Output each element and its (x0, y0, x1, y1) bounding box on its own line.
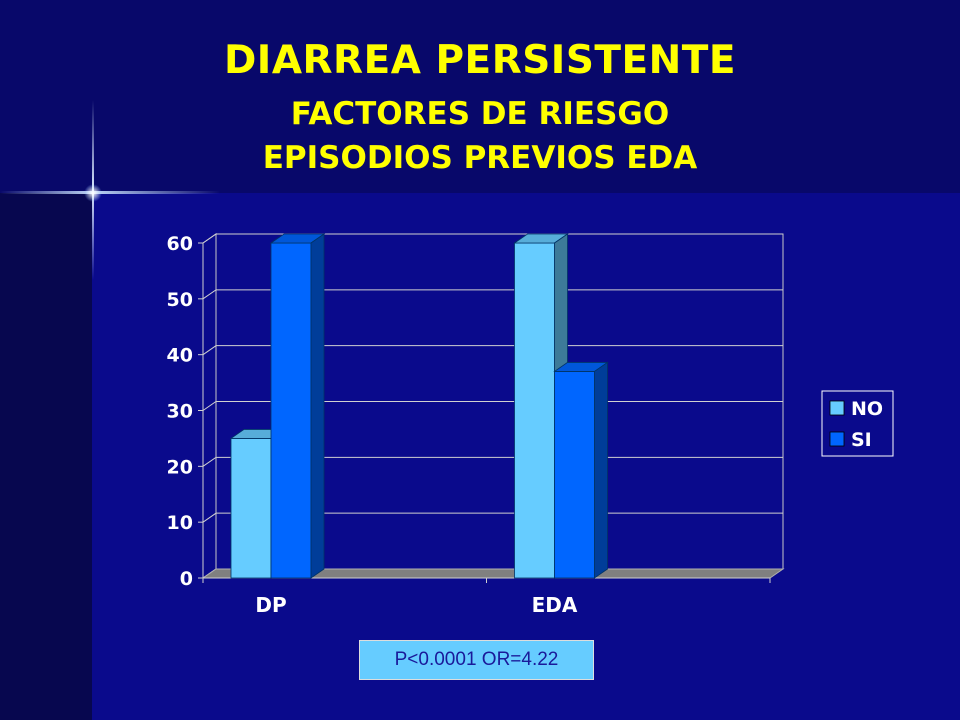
gridline (202, 345, 783, 356)
bar-si-eda (554, 371, 595, 579)
legend-swatch-si (829, 431, 845, 447)
light-flare-core (84, 184, 102, 202)
bar-side-si-dp (310, 233, 325, 579)
legend-swatch-no (829, 400, 845, 416)
slide-title: DIARREA PERSISTENTE (223, 38, 737, 83)
bar-si-dp (270, 242, 312, 579)
bar-no-eda (514, 242, 555, 579)
y-tick-label: 50 (167, 289, 193, 311)
legend-label-no: NO (851, 398, 883, 420)
bar-side-si-eda (594, 361, 608, 579)
y-tick-label: 10 (167, 512, 193, 534)
bar-no-dp (230, 438, 272, 579)
background-top-band (0, 0, 960, 193)
slide-subtitle-2: EPISODIOS PREVIOS EDA (262, 140, 698, 176)
x-category-label: EDA (532, 593, 578, 617)
light-flare-horizontal (0, 191, 220, 194)
gridline (202, 289, 783, 300)
y-tick-label: 60 (167, 233, 193, 255)
slide-subtitle: FACTORES DE RIESGO (290, 96, 670, 132)
y-tick-label: 40 (167, 345, 193, 367)
x-category-label: DP (255, 593, 286, 617)
y-tick-label: 30 (167, 401, 193, 423)
y-tick-label: 0 (180, 568, 193, 590)
y-tick-label: 20 (167, 456, 193, 478)
legend-label-si: SI (851, 429, 872, 451)
statistics-box: P<0.0001 OR=4.22 (359, 640, 594, 680)
gridline (202, 233, 783, 244)
